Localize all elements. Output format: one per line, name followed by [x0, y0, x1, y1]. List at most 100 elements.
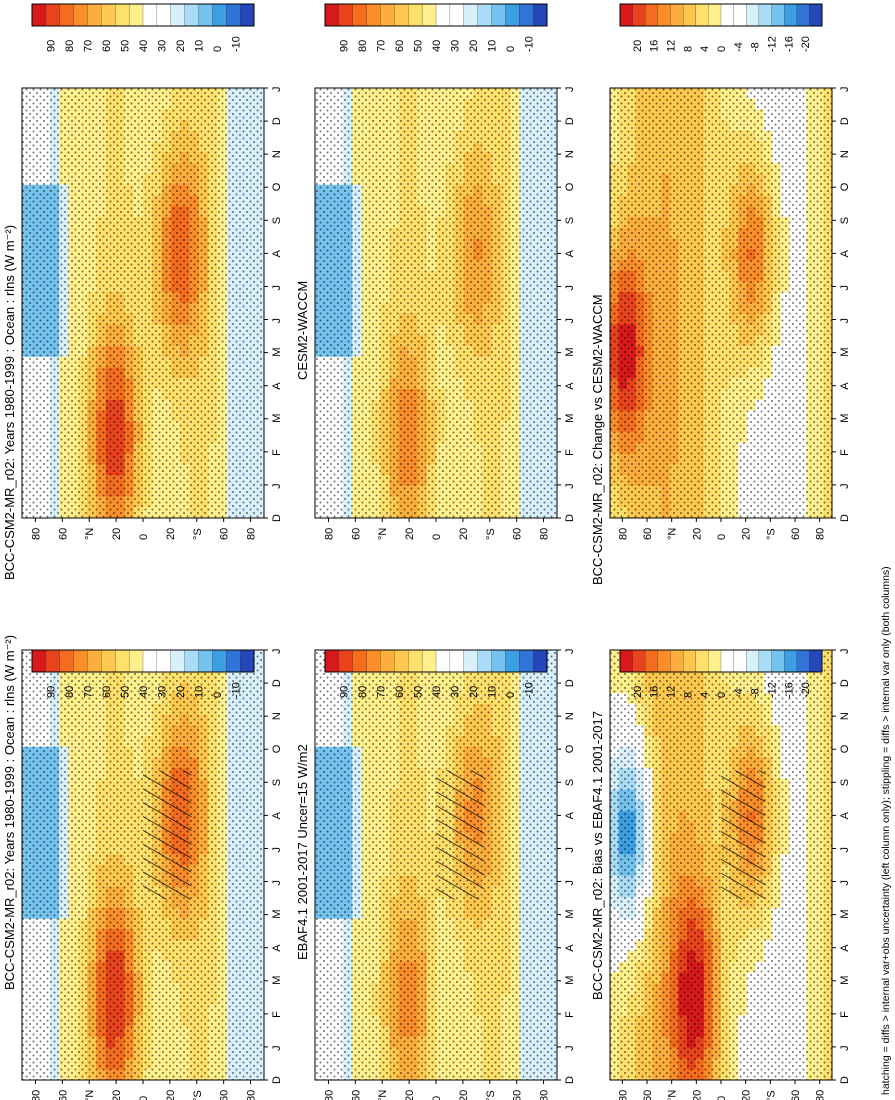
month-tick-label: N — [271, 712, 283, 720]
month-tick-label: S — [271, 779, 283, 786]
colorbar-swatch — [59, 3, 75, 27]
month-tick-label: D — [271, 117, 283, 125]
colorbar-tick-label: -10 — [524, 36, 536, 52]
colorbar-tick-label: 60 — [101, 40, 113, 52]
month-tick-label: A — [564, 249, 576, 257]
colorbar-swatch — [338, 649, 354, 673]
lat-tick-label: 80 — [539, 1090, 551, 1100]
month-tick-label: J — [271, 847, 283, 853]
month-tick-label: J — [271, 87, 283, 93]
stippling-overlay — [22, 88, 264, 518]
hatching-overlay — [143, 770, 192, 900]
colorbar-swatch — [435, 649, 451, 673]
colorbar-tick-label: 0 — [212, 692, 224, 698]
colorbar-swatch — [198, 3, 213, 27]
month-tick-label: F — [564, 1011, 576, 1018]
lat-tick-label: 0 — [138, 534, 150, 540]
month-tick-label: N — [271, 150, 283, 158]
month-tick-label: J — [564, 483, 576, 489]
colorbar-tick-label: 10 — [194, 40, 206, 52]
month-tick-label: O — [564, 744, 576, 753]
colorbar-tick-label: 80 — [357, 686, 369, 698]
lat-tick-label: 60 — [219, 528, 231, 540]
colorbar-swatch — [519, 3, 534, 27]
colorbar-tick-label: 50 — [120, 686, 132, 698]
colorbar-swatch — [31, 649, 47, 673]
colorbar-swatch — [31, 3, 47, 27]
month-tick-label: S — [564, 217, 576, 224]
colorbar-frame — [31, 3, 255, 27]
colorbar-swatch — [505, 649, 520, 673]
colorbar-swatch — [73, 3, 88, 27]
month-tick-label: D — [564, 1076, 576, 1084]
month-tick-label: S — [271, 217, 283, 224]
colorbar-tick-label: 90 — [46, 686, 58, 698]
month-tick-label: J — [271, 318, 283, 324]
lat-tick-label: 80 — [30, 528, 42, 540]
colorbar-swatch — [87, 3, 102, 27]
colorbar-swatch — [352, 3, 368, 27]
colorbar-swatch — [519, 649, 534, 673]
colorbar-tick-label: 40 — [431, 40, 443, 52]
colorbar-tick-label: 50 — [413, 686, 425, 698]
lat-tick-label: 60 — [350, 528, 362, 540]
month-tick-label: D — [564, 514, 576, 522]
colorbar-frame — [31, 649, 255, 673]
colorbar-tick-label: 60 — [394, 686, 406, 698]
colorbar-swatch — [198, 649, 213, 673]
colorbar-tick-label: 60 — [101, 686, 113, 698]
colorbar-swatch — [449, 3, 465, 27]
month-tick-label: A — [564, 382, 576, 390]
colorbar-tick-label: 80 — [357, 40, 369, 52]
panel-title: BCC-CSM2-MR_r02: Years 1980-1999 : Ocean… — [2, 225, 17, 580]
lat-tick-label: 20 — [111, 1090, 123, 1100]
lat-tick-label: °N — [84, 1090, 96, 1100]
panels-group: 80 60 °N 20 0 20 °S 60 80DJFMAMJJASONDJBCC-CSM2-… — [2, 3, 851, 1100]
month-tick-label: J — [271, 1045, 283, 1051]
lat-tick-label: 0 — [431, 534, 443, 540]
month-tick-label: D — [271, 1076, 283, 1084]
lat-tick-label: 80 — [323, 1090, 335, 1100]
colorbar-swatch — [532, 649, 548, 673]
lat-tick-label: °N — [84, 528, 96, 540]
colorbar-swatch — [226, 3, 241, 27]
colorbar-swatch — [477, 649, 492, 673]
colorbar-swatch — [184, 649, 199, 673]
colorbar-swatch — [449, 649, 465, 673]
colorbar-tick-label: 10 — [487, 40, 499, 52]
colorbar-swatch — [491, 3, 506, 27]
month-tick-label: J — [564, 318, 576, 324]
month-tick-label: J — [271, 483, 283, 489]
colorbar-tick-label: -10 — [524, 682, 536, 698]
colorbar-tick-label: 40 — [431, 686, 443, 698]
month-tick-label: F — [271, 449, 283, 456]
colorbar-swatch — [408, 3, 423, 27]
colorbar-tick-label: 90 — [339, 40, 351, 52]
colorbar-tick-label: 80 — [64, 686, 76, 698]
colorbar-tick-label: 50 — [120, 40, 132, 52]
colorbar-swatch — [101, 3, 116, 27]
month-tick-label: N — [564, 712, 576, 720]
colorbar-swatch — [73, 649, 88, 673]
month-tick-label: M — [271, 909, 283, 918]
colorbar-swatch — [463, 3, 479, 27]
colorbar-swatch — [184, 3, 199, 27]
month-tick-label: M — [564, 347, 576, 356]
colorbar-swatch — [87, 649, 102, 673]
colorbar-swatch — [491, 649, 506, 673]
colorbar-swatch — [45, 649, 61, 673]
month-tick-label: S — [564, 779, 576, 786]
stippling-overlay — [315, 88, 557, 518]
month-tick-label: D — [271, 679, 283, 687]
colorbar-swatch — [394, 649, 409, 673]
colorbar-swatch — [239, 3, 255, 27]
month-tick-label: A — [271, 382, 283, 390]
lat-tick-label: 60 — [57, 528, 69, 540]
month-tick-label: M — [564, 909, 576, 918]
month-tick-label: A — [271, 249, 283, 257]
lat-tick-label: 80 — [323, 528, 335, 540]
colorbar-tick-label: 70 — [376, 686, 388, 698]
lat-tick-label: 60 — [350, 1090, 362, 1100]
colorbar-tick-label: 50 — [413, 40, 425, 52]
month-tick-label: O — [271, 744, 283, 753]
